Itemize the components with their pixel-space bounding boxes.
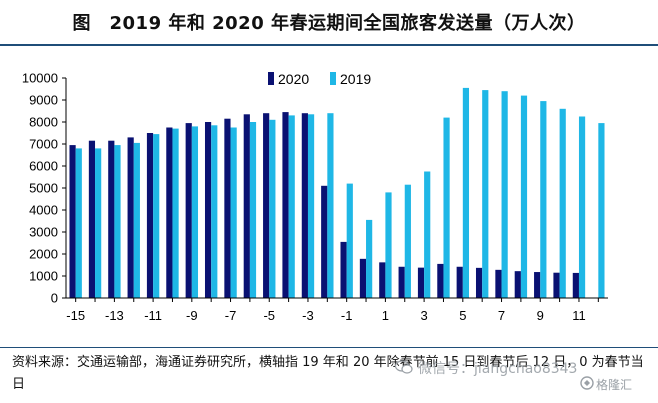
- chart-title: 图 2019 年和 2020 年春运期间全国旅客发送量（万人次）: [72, 13, 586, 34]
- y-tick-label: 10000: [22, 71, 58, 86]
- bar-2019-day--12: [133, 142, 140, 298]
- bar-2019-day--14: [95, 148, 102, 298]
- legend-swatch-2020: [268, 72, 274, 85]
- y-tick-label: 5000: [29, 181, 58, 196]
- legend-label-2019: 2019: [340, 71, 371, 87]
- bar-2020-day--11: [146, 133, 154, 298]
- bar-2019-day-10: [559, 108, 566, 298]
- bar-2019-day--8: [211, 125, 218, 298]
- bar-2019-day-2: [404, 184, 411, 298]
- bar-2019-day--13: [114, 145, 121, 298]
- bar-2019-day--4: [288, 115, 295, 299]
- bar-2020-day--15: [69, 145, 76, 298]
- bar-2019-day-12: [598, 123, 605, 298]
- bar-2019-day-8: [520, 95, 528, 298]
- bar-2019-day-9: [540, 101, 547, 298]
- legend-label-2020: 2020: [278, 71, 309, 87]
- y-tick-label: 8000: [29, 115, 58, 130]
- bar-2019-day-0: [366, 219, 373, 298]
- y-tick-label: 0: [51, 291, 58, 306]
- x-tick-label: -11: [144, 308, 162, 323]
- bar-2020-day--13: [108, 140, 115, 298]
- bar-2020-day-8: [514, 271, 521, 298]
- bar-2020-day--1: [340, 241, 347, 298]
- bar-2020-day-6: [475, 267, 483, 298]
- bar-2019-day--6: [249, 122, 257, 298]
- legend-swatch-2019: [330, 72, 336, 85]
- bar-2019-day-4: [443, 117, 450, 298]
- x-tick-label: 7: [498, 308, 505, 323]
- brand-logo-icon: [580, 376, 594, 390]
- bar-2019-day--3: [307, 114, 315, 298]
- bar-2019-day-1: [385, 192, 392, 298]
- x-tick-label: 11: [572, 308, 586, 323]
- x-tick-label: 1: [382, 308, 389, 323]
- x-tick-label: -7: [225, 308, 237, 323]
- bar-2019-day--10: [172, 128, 179, 298]
- x-tick-label: -1: [341, 308, 353, 323]
- x-tick-label: -9: [186, 308, 198, 323]
- bar-2020-day-10: [553, 272, 560, 298]
- bar-2020-day--7: [224, 118, 231, 298]
- bar-2019-day-5: [462, 87, 470, 299]
- bar-2019-day--2: [327, 113, 334, 298]
- bar-2020-day--8: [204, 122, 212, 298]
- x-tick-label: -15: [66, 308, 85, 323]
- bar-2020-day--14: [88, 140, 96, 298]
- source-footnote: 资料来源：交通运输部，海通证券研究所，横轴指 19 年和 20 年除春节前 15…: [12, 355, 644, 392]
- x-tick-label: 3: [420, 308, 427, 323]
- bar-2020-day--9: [185, 123, 192, 298]
- bar-2020-day-0: [359, 258, 367, 298]
- bar-2020-day-4: [437, 263, 444, 298]
- bar-chart: 0 1000 2000 3000 4000 5000 6000 7000 8000 9000 100…: [22, 71, 608, 323]
- y-tick-label: 4000: [29, 203, 58, 218]
- bar-2019-day--9: [191, 126, 199, 299]
- bar-2020-day--4: [282, 112, 289, 298]
- x-tick-label: -3: [302, 308, 314, 323]
- bar-2020-day-9: [534, 272, 541, 298]
- chart-title-bar: 图 2019 年和 2020 年春运期间全国旅客发送量（万人次）: [0, 0, 658, 46]
- bar-2020-day-1: [379, 262, 386, 298]
- y-tick-label: 1000: [29, 269, 58, 284]
- bar-2020-day-7: [495, 269, 502, 298]
- x-tick-label: -5: [263, 308, 275, 323]
- wechat-watermark: 微信号：jiangchao8343: [418, 361, 578, 377]
- bar-2020-day--5: [263, 113, 270, 298]
- bar-2019-day-11: [578, 116, 586, 298]
- bar-2019-day-7: [501, 91, 508, 298]
- bar-2020-day--2: [321, 185, 328, 298]
- wechat-icon: [395, 360, 413, 374]
- brand-watermark: 格隆汇: [596, 378, 633, 392]
- bar-2020-day-11: [572, 272, 579, 298]
- bar-2019-day--15: [75, 148, 82, 298]
- bar-2019-day--11: [153, 134, 160, 298]
- y-tick-label: 2000: [29, 247, 58, 262]
- y-tick-label: 3000: [29, 225, 58, 240]
- bar-2019-day--1: [346, 183, 353, 298]
- bar-2019-day--5: [269, 119, 276, 298]
- bar-2020-day-5: [456, 266, 463, 298]
- x-tick-label: 9: [537, 308, 544, 323]
- bar-2019-day--7: [230, 127, 237, 298]
- y-tick-label: 6000: [29, 159, 58, 174]
- x-tick-label: 5: [459, 308, 466, 323]
- footnote-divider: [0, 347, 658, 348]
- x-tick-label: -13: [105, 308, 124, 323]
- y-tick-label: 9000: [29, 93, 58, 108]
- bar-2019-day-6: [482, 90, 489, 298]
- bar-2020-day-3: [417, 267, 425, 298]
- y-tick-label: 7000: [29, 137, 58, 152]
- bar-2020-day--12: [127, 137, 134, 298]
- bar-2020-day--10: [166, 127, 173, 298]
- bar-2020-day--3: [301, 113, 308, 298]
- bar-2020-day-2: [398, 266, 405, 298]
- bar-2019-day-3: [424, 171, 431, 298]
- bar-2020-day--6: [243, 114, 250, 298]
